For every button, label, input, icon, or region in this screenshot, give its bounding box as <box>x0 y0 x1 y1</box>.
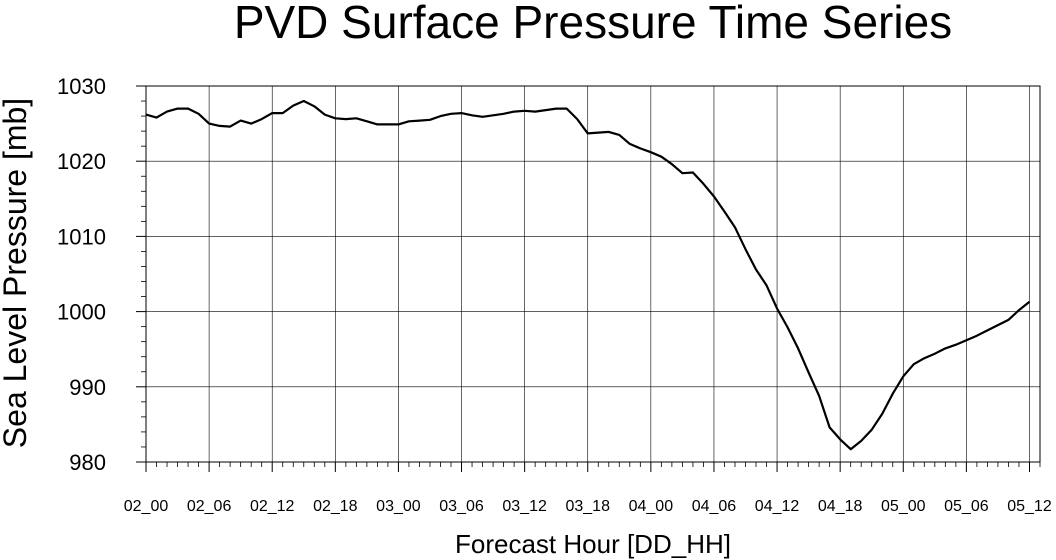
y-tick-label: 1010 <box>57 224 106 249</box>
y-tick-labels: 980 990 1000 1010 1020 1030 <box>57 74 106 475</box>
y-tick-label: 980 <box>69 450 106 475</box>
chart-title: PVD Surface Pressure Time Series <box>234 0 952 48</box>
x-tick-label: 02_12 <box>250 498 295 515</box>
x-tick-label: 04_12 <box>755 498 800 515</box>
x-tick-label: 04_00 <box>629 498 674 515</box>
y-tick-label: 1030 <box>57 74 106 99</box>
series-lines <box>145 99 1031 451</box>
y-axis-label: Sea Level Pressure [mb] <box>0 98 33 448</box>
x-axis-label: Forecast Hour [DD_HH] <box>455 529 731 559</box>
x-tick-label: 05_00 <box>881 498 926 515</box>
plot-frame <box>145 85 1041 463</box>
x-tick-label: 05_06 <box>944 498 989 515</box>
y-tick-label: 1000 <box>57 300 106 325</box>
x-tick-label: 03_06 <box>439 498 484 515</box>
x-tick-label: 04_06 <box>692 498 737 515</box>
x-tick-label: 03_18 <box>565 498 610 515</box>
y-tick-label: 990 <box>69 375 106 400</box>
x-tick-label: 03_12 <box>502 498 547 515</box>
y-tick-label: 1020 <box>57 149 106 174</box>
x-tick-label: 02_18 <box>313 498 358 515</box>
x-tick-label: 02_06 <box>187 498 232 515</box>
pressure-series-line <box>145 99 1031 451</box>
x-tick-label: 04_18 <box>818 498 863 515</box>
x-tick-labels: 02_00 02_06 02_12 02_18 03_00 03_06 03_12 03_18… <box>124 498 1052 515</box>
x-tick-label: 02_00 <box>124 498 169 515</box>
x-tick-label: 03_00 <box>376 498 421 515</box>
x-tick-label: 05_12 <box>1007 498 1052 515</box>
minor-ticks <box>141 100 1041 467</box>
major-ticks <box>136 85 1030 472</box>
grid-lines <box>145 85 1040 463</box>
